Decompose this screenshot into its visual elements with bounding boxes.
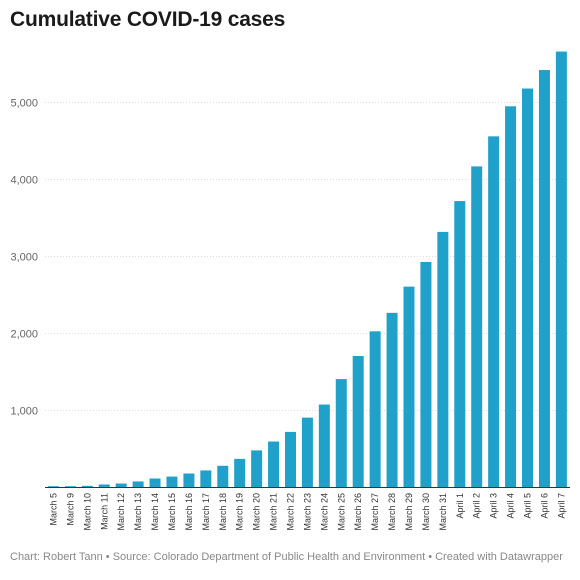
x-tick-label: March 10 bbox=[82, 493, 92, 531]
x-tick-label: April 2 bbox=[472, 493, 482, 519]
bar bbox=[505, 106, 517, 487]
x-tick-label: March 16 bbox=[184, 493, 194, 531]
x-tick-label: March 28 bbox=[387, 493, 397, 531]
x-tick-label: March 31 bbox=[438, 493, 448, 531]
x-tick-label: March 19 bbox=[235, 493, 245, 531]
x-tick-label: March 18 bbox=[218, 493, 228, 531]
y-tick-label: 4,000 bbox=[10, 175, 38, 187]
bar bbox=[268, 441, 280, 487]
bar bbox=[115, 483, 127, 487]
x-tick-label: March 17 bbox=[201, 493, 211, 531]
x-tick-label: March 14 bbox=[150, 493, 160, 531]
bar bbox=[369, 331, 381, 487]
y-tick-label: 3,000 bbox=[10, 252, 38, 264]
bar bbox=[403, 286, 415, 487]
footer-credit: Chart: Robert Tann • Source: Colorado De… bbox=[10, 551, 563, 563]
bar bbox=[437, 231, 449, 487]
bars bbox=[47, 51, 567, 488]
x-tick-label: March 12 bbox=[116, 493, 126, 531]
bar bbox=[149, 478, 161, 487]
bar bbox=[234, 458, 246, 487]
x-tick-label: March 25 bbox=[336, 493, 346, 531]
bar bbox=[183, 473, 195, 487]
x-tick-label: March 20 bbox=[252, 493, 262, 531]
bar bbox=[132, 481, 144, 487]
bar bbox=[251, 450, 263, 487]
bar bbox=[454, 201, 466, 487]
x-tick-label: April 3 bbox=[489, 493, 499, 519]
bar bbox=[318, 404, 330, 487]
bar bbox=[47, 486, 59, 487]
bar bbox=[200, 470, 212, 487]
chart-title: Cumulative COVID-19 cases bbox=[10, 8, 286, 31]
x-tick-label: April 4 bbox=[506, 493, 516, 519]
x-axis-labels: March 5 March 9 March 10 March 11 March 12 Ma… bbox=[48, 493, 566, 531]
x-tick-label: April 7 bbox=[556, 493, 566, 519]
y-tick-label: 5,000 bbox=[10, 98, 38, 110]
x-tick-label: March 22 bbox=[285, 493, 295, 531]
gridlines bbox=[45, 102, 570, 411]
x-tick-label: March 23 bbox=[302, 493, 312, 531]
x-tick-label: April 6 bbox=[539, 493, 549, 519]
bar bbox=[471, 166, 483, 487]
bar bbox=[98, 484, 110, 487]
x-tick-label: April 1 bbox=[455, 493, 465, 519]
y-tick-label: 1,000 bbox=[10, 406, 38, 418]
bar bbox=[352, 355, 364, 487]
x-tick-label: March 21 bbox=[269, 493, 279, 531]
x-tick-label: March 11 bbox=[99, 493, 109, 530]
bar bbox=[284, 431, 296, 487]
x-tick-label: March 27 bbox=[370, 493, 380, 531]
x-tick-label: March 5 bbox=[48, 493, 58, 526]
bar bbox=[301, 417, 313, 487]
x-tick-label: March 26 bbox=[353, 493, 363, 531]
x-tick-label: March 30 bbox=[421, 493, 431, 531]
bar bbox=[386, 312, 398, 487]
x-tick-label: March 24 bbox=[319, 493, 329, 531]
bar bbox=[522, 88, 533, 488]
x-tick-label: March 29 bbox=[404, 493, 414, 531]
bar bbox=[166, 476, 178, 487]
y-axis-labels: 1,000 2,000 3,000 4,000 5,000 bbox=[10, 98, 38, 418]
bar bbox=[335, 379, 347, 487]
x-tick-label: March 15 bbox=[167, 493, 177, 531]
x-tick-label: March 13 bbox=[133, 493, 143, 531]
bar bbox=[420, 261, 432, 487]
y-tick-label: 2,000 bbox=[10, 329, 38, 341]
bar bbox=[538, 70, 550, 487]
bar bbox=[64, 486, 76, 487]
x-tick-label: April 5 bbox=[523, 493, 533, 519]
bar bbox=[81, 485, 93, 487]
bar bbox=[488, 136, 500, 487]
bar bbox=[217, 465, 229, 487]
x-tick-label: March 9 bbox=[65, 493, 75, 526]
bar bbox=[555, 51, 567, 488]
